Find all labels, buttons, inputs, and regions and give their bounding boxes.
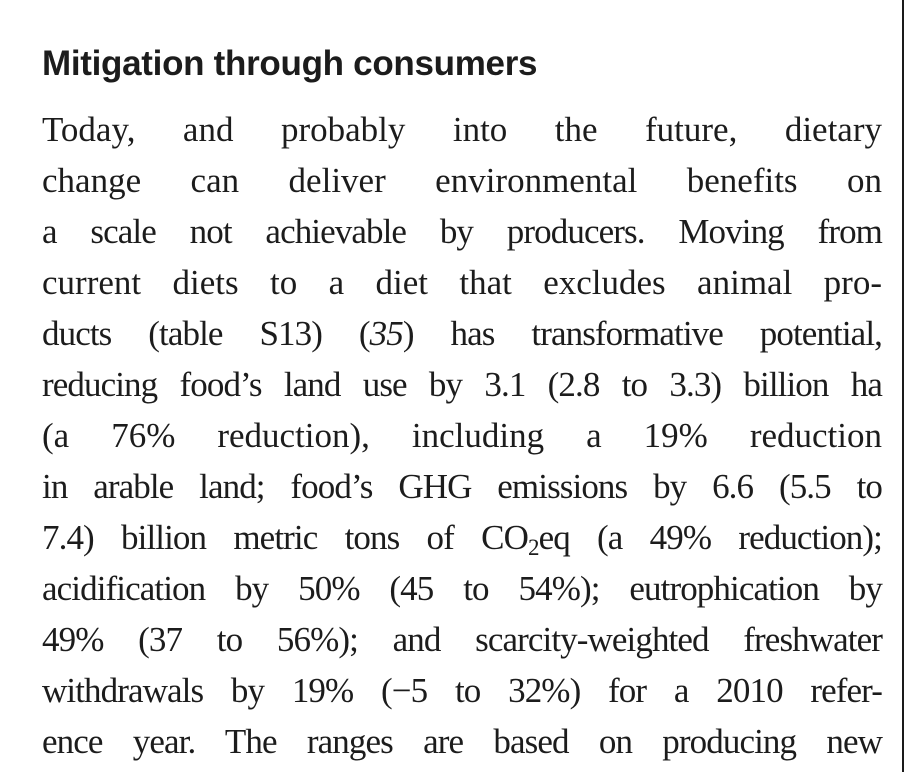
paragraph-line-11: 49% (37 to 56%); and scarcity-weighted f… <box>42 620 883 659</box>
citation-reference: 35 <box>369 314 404 353</box>
paragraph-line-5: ducts (table S13) (35) has transformativ… <box>42 308 883 359</box>
paragraph-line-4: current diets to a diet that excludes an… <box>42 263 882 302</box>
line-9-text-before-subscript: 7.4) billion metric tons of CO <box>42 518 529 557</box>
paragraph-line-13: ence year. The ranges are based on produ… <box>42 722 883 761</box>
co2-subscript: 2 <box>527 535 539 560</box>
paragraph-line-12: withdrawals by 19% (−5 to 32%) for a 201… <box>42 671 883 710</box>
paragraph-line-8: in arable land; food’s GHG emissions by … <box>42 467 883 506</box>
section-heading: Mitigation through consumers <box>42 44 538 83</box>
line-5-text-before-reference: ducts (table S13) ( <box>42 314 371 353</box>
paragraph-line-6: reducing food’s land use by 3.1 (2.8 to … <box>42 365 883 404</box>
paragraph-line-9: 7.4) billion metric tons of CO2eq (a 49%… <box>42 512 883 563</box>
paragraph-line-3: a scale not achievable by producers. Mov… <box>42 212 883 251</box>
paragraph-line-1: Today, and probably into the future, die… <box>42 110 882 149</box>
article-paragraph: Today, and probably into the future, die… <box>42 104 883 767</box>
paragraph-line-2: change can deliver environmental benefit… <box>42 161 882 200</box>
paragraph-line-7: (a 76% reduction), including a 19% reduc… <box>42 416 882 455</box>
paragraph-line-10: acidification by 50% (45 to 54%); eutrop… <box>42 569 883 608</box>
line-9-text-after-subscript: eq (a 49% reduction); <box>538 518 883 557</box>
line-5-text-after-reference: ) has transformative potential, <box>402 314 883 353</box>
